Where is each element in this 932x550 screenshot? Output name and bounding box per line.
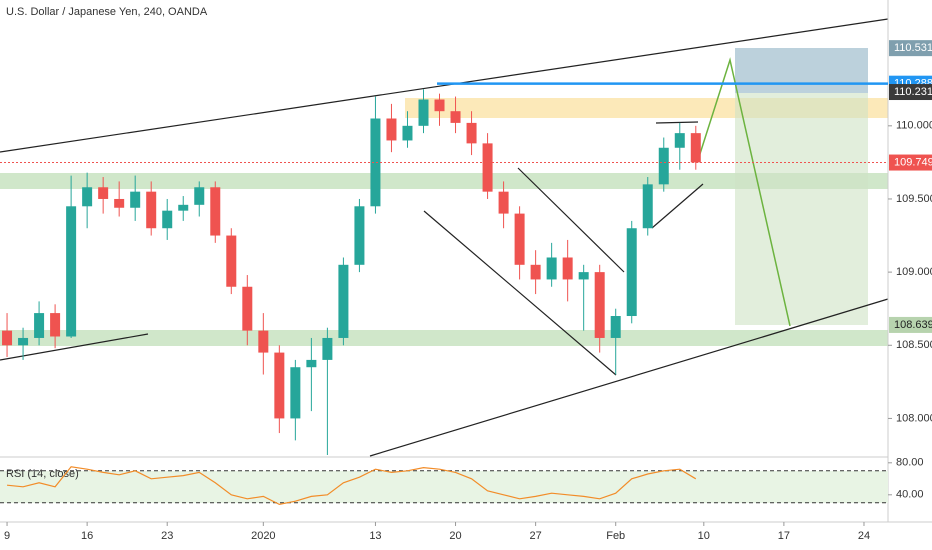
trend-line [0, 18, 889, 153]
trend-line [651, 183, 704, 229]
candle-body [162, 210, 173, 229]
candle-body [546, 257, 557, 280]
candle-body [290, 367, 301, 419]
trend-line [0, 333, 149, 361]
x-tick-label: 16 [81, 530, 93, 542]
price-marker [889, 40, 932, 57]
plot [2, 89, 701, 455]
candle-body [626, 228, 637, 317]
candle-body [226, 235, 237, 287]
candle-body [322, 337, 333, 360]
candle-body [178, 204, 189, 211]
candle-body [642, 184, 653, 229]
candle-body [130, 191, 141, 208]
candle-body [338, 264, 349, 338]
trend-line [369, 298, 889, 457]
candle-body [82, 187, 93, 207]
y-tick-label: 109.000 [896, 266, 932, 278]
price-marker [889, 316, 932, 333]
candle-body [66, 206, 77, 337]
zone [0, 330, 888, 346]
candle-body [210, 187, 221, 236]
candle-body [482, 143, 493, 192]
chart-title: U.S. Dollar / Japanese Yen, 240, OANDA [6, 6, 208, 18]
rsi-band [0, 471, 888, 503]
trend-line [655, 121, 699, 124]
candle-body [674, 133, 685, 148]
x-tick-label: 13 [369, 530, 381, 542]
candle-body [402, 125, 413, 141]
x-tick-label: 27 [529, 530, 541, 542]
x-tick-label: 9 [4, 530, 10, 542]
candle-body [258, 330, 269, 353]
price-marker-label: 110.231 [894, 86, 932, 98]
candle-body [114, 198, 125, 208]
trend-line [423, 210, 617, 376]
candle-body [242, 286, 253, 331]
candle-body [450, 111, 461, 123]
candle-body [146, 191, 157, 229]
candle-body [18, 337, 29, 346]
candle-body [274, 352, 285, 419]
rsi-title: RSI (14, close) [6, 468, 79, 480]
projection [697, 57, 791, 327]
price-marker-label: 108.639 [894, 319, 932, 331]
x-tick-label: 24 [858, 530, 870, 542]
rsi-line [6, 466, 697, 506]
x-tick-label: Feb [606, 530, 625, 542]
candle-body [530, 264, 541, 280]
candle-body [50, 313, 61, 337]
candle-body [34, 313, 45, 338]
candle-body [306, 359, 317, 368]
price-marker-label: 110.531 [894, 42, 932, 54]
rsi-y-tick-label: 40.00 [896, 489, 924, 501]
x-tick-label: 2020 [251, 530, 275, 542]
candle-body [434, 99, 445, 112]
y-tick-label: 110.000 [896, 120, 932, 132]
trend-line [517, 167, 625, 273]
candle-body [690, 133, 701, 163]
price-marker [889, 84, 932, 101]
candle-body [354, 206, 365, 265]
y-tick-label: 108.000 [896, 412, 932, 424]
y-tick-label: 109.500 [896, 193, 932, 205]
candle-body [194, 187, 205, 205]
target-box [735, 93, 868, 325]
candle-body [418, 99, 429, 126]
price-marker [889, 154, 932, 171]
candle-body [658, 147, 669, 185]
candle-body [2, 330, 13, 346]
candle-body [578, 272, 589, 280]
x-tick-label: 20 [449, 530, 461, 542]
x-tick-label: 23 [161, 530, 173, 542]
candle-body [514, 213, 525, 265]
candle-body [466, 122, 477, 144]
candle-body [498, 191, 509, 214]
candle-body [370, 118, 381, 207]
price-marker-label: 109.749 [894, 156, 932, 168]
rsi-y-tick-label: 80.00 [896, 457, 924, 469]
candle-body [386, 118, 397, 141]
candle-body [562, 257, 573, 280]
x-tick-label: 17 [778, 530, 790, 542]
target-box [735, 48, 868, 93]
candle-body [610, 316, 621, 338]
y-tick-label: 108.500 [896, 339, 932, 351]
candle-body [594, 272, 605, 338]
candle-body [98, 187, 109, 199]
x-tick-label: 10 [698, 530, 710, 542]
